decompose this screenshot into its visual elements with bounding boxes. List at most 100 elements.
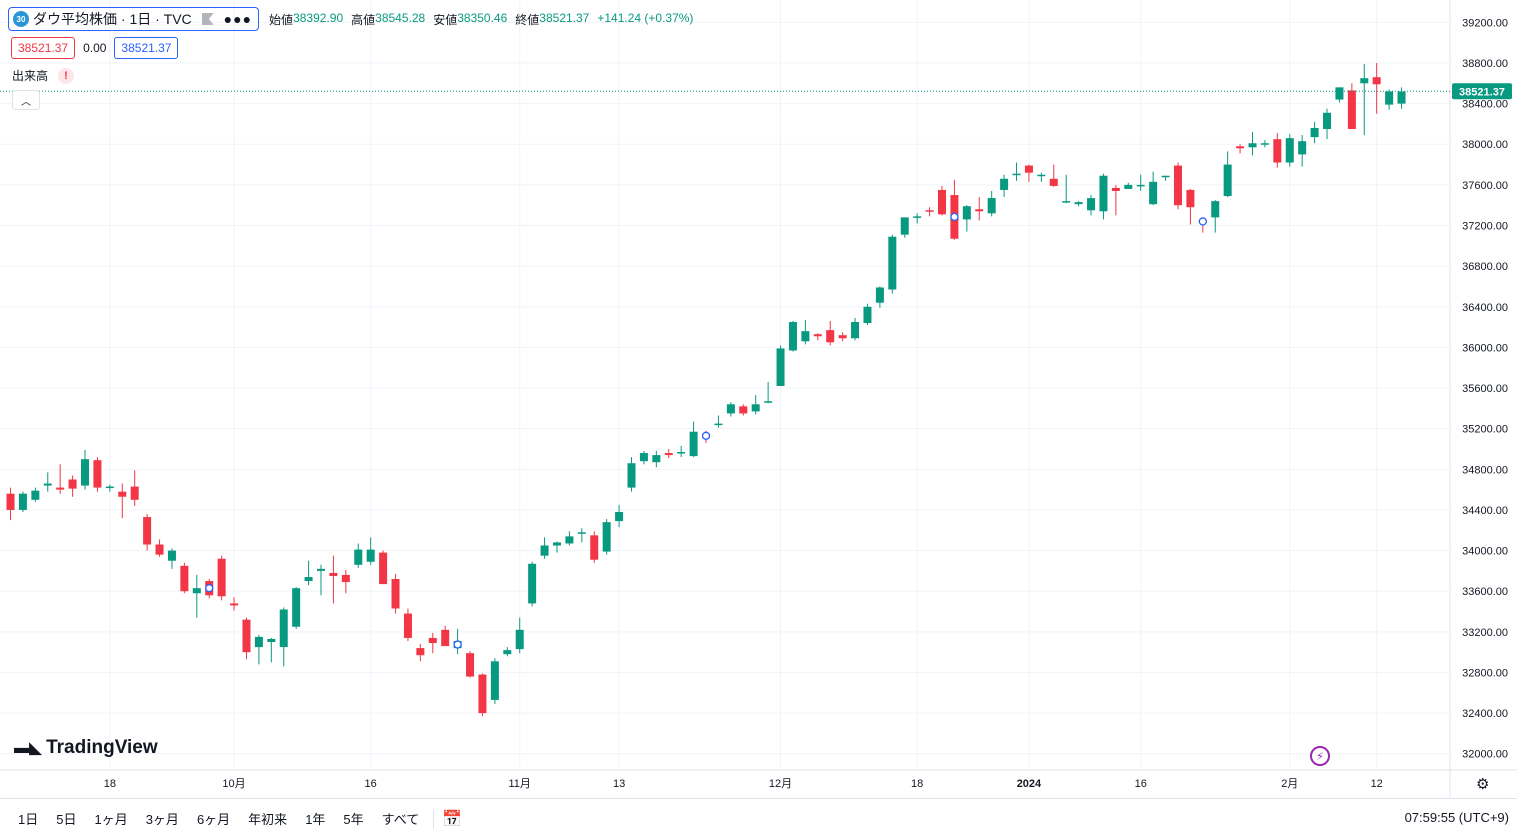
- symbol-title: ダウ平均株価 · 1日 · TVC: [33, 11, 192, 27]
- low-label: 安値: [433, 12, 458, 27]
- candle-body: [1211, 201, 1220, 218]
- candle: [788, 321, 797, 352]
- price-tick-label: 34800.00: [1462, 464, 1508, 476]
- lightning-icon[interactable]: ⚡: [1310, 746, 1330, 766]
- candle: [180, 562, 189, 594]
- candle: [888, 234, 897, 294]
- candle-body: [1385, 91, 1394, 105]
- candle: [478, 673, 487, 717]
- more-options-icon[interactable]: ●●●: [223, 11, 253, 27]
- time-tick-label: 16: [1135, 778, 1147, 790]
- range-button[interactable]: 1年: [305, 812, 326, 827]
- sell-price-button[interactable]: 38521.37: [11, 37, 76, 59]
- candle: [615, 504, 624, 528]
- candlestick-series: [6, 62, 1406, 717]
- candle-body: [776, 348, 785, 387]
- candle-body: [267, 638, 276, 643]
- collapse-legend-button[interactable]: ︿: [12, 90, 40, 110]
- candle: [925, 207, 934, 217]
- candle-body: [615, 511, 624, 522]
- range-button[interactable]: 1ヶ月: [94, 812, 128, 827]
- candle-body: [1024, 165, 1033, 173]
- candle-body: [938, 189, 946, 215]
- candle: [590, 531, 599, 563]
- candle: [329, 555, 338, 604]
- settings-gear-icon[interactable]: ⚙: [1476, 776, 1490, 793]
- price-chart[interactable]: 32000.00 32400.00 32800.00 33200.00 33600.00…: [0, 0, 1517, 798]
- candle-body: [105, 486, 114, 489]
- flag-icon[interactable]: [201, 13, 214, 25]
- candle: [143, 514, 152, 551]
- candle-body: [528, 563, 537, 604]
- candle-body: [1111, 187, 1120, 191]
- candle: [130, 470, 139, 506]
- candle-body: [93, 460, 102, 488]
- range-button[interactable]: すべて: [381, 812, 420, 827]
- candle-body: [230, 603, 239, 606]
- candle-body: [292, 588, 301, 627]
- candle-body: [689, 431, 698, 457]
- price-tick-label: 33600.00: [1462, 586, 1508, 598]
- candle: [292, 587, 301, 629]
- low-value: 38350.46: [457, 10, 508, 25]
- price-tick-label: 34000.00: [1462, 546, 1508, 558]
- candle: [540, 537, 549, 559]
- candle-body: [552, 542, 561, 546]
- calendar-goto-icon[interactable]: 📅: [442, 810, 463, 828]
- candle-body: [813, 334, 822, 337]
- price-tick-label: 38000.00: [1462, 139, 1508, 151]
- range-button[interactable]: 6ヶ月: [196, 812, 231, 827]
- candle-body: [304, 576, 313, 582]
- candle: [577, 528, 586, 543]
- price-tick-label: 37200.00: [1462, 221, 1508, 233]
- candle-body: [329, 572, 338, 576]
- candle: [1248, 132, 1257, 156]
- volume-indicator: 出来高 !: [12, 67, 75, 84]
- clock[interactable]: 07:59:55 (UTC+9): [1404, 810, 1509, 825]
- candle-body: [1161, 175, 1170, 178]
- price-tick-label: 35600.00: [1462, 383, 1508, 395]
- candle-body: [1087, 198, 1096, 211]
- candle: [1236, 144, 1245, 154]
- candle-body: [851, 322, 860, 339]
- buy-price-button[interactable]: 38521.37: [114, 37, 179, 59]
- candle: [366, 537, 375, 565]
- candle: [242, 617, 251, 660]
- candle-body: [1298, 141, 1307, 155]
- candle: [639, 451, 648, 465]
- range-button[interactable]: 5日: [56, 812, 77, 827]
- candle: [167, 548, 176, 569]
- candle-body: [515, 629, 524, 650]
- time-tick-label: 12: [1371, 778, 1383, 790]
- symbol-badge-icon: 30: [13, 11, 29, 27]
- high-value: 38545.28: [375, 10, 426, 25]
- candle-body: [68, 479, 77, 489]
- range-button[interactable]: 年初来: [248, 812, 288, 827]
- candle: [43, 472, 52, 492]
- range-button[interactable]: 5年: [343, 812, 364, 827]
- range-button[interactable]: 1日: [18, 812, 39, 827]
- event-marker-icon: [701, 431, 711, 440]
- candle: [938, 185, 946, 216]
- price-tick-label: 38800.00: [1462, 58, 1508, 70]
- range-button[interactable]: 3ヶ月: [145, 812, 179, 827]
- symbol-selector[interactable]: 30 ダウ平均株価 · 1日 · TVC ●●●: [8, 7, 260, 31]
- candle: [552, 541, 561, 553]
- candle: [1397, 87, 1406, 109]
- candle-body: [788, 322, 797, 351]
- candle: [776, 345, 785, 387]
- candle-body: [875, 287, 884, 303]
- candle-body: [217, 558, 226, 597]
- event-marker-icon: [453, 640, 462, 649]
- candle: [93, 457, 102, 492]
- candle: [739, 404, 748, 416]
- warning-icon[interactable]: !: [58, 67, 75, 84]
- price-tick-label: 32000.00: [1462, 749, 1508, 761]
- price-tick-label: 34400.00: [1462, 505, 1508, 517]
- candle-body: [1260, 143, 1269, 145]
- candle: [1323, 108, 1332, 140]
- candle: [1260, 140, 1269, 148]
- tradingview-logo[interactable]: ▬◣ TradingView: [14, 737, 158, 759]
- candle: [1124, 182, 1133, 189]
- candle: [1310, 121, 1319, 144]
